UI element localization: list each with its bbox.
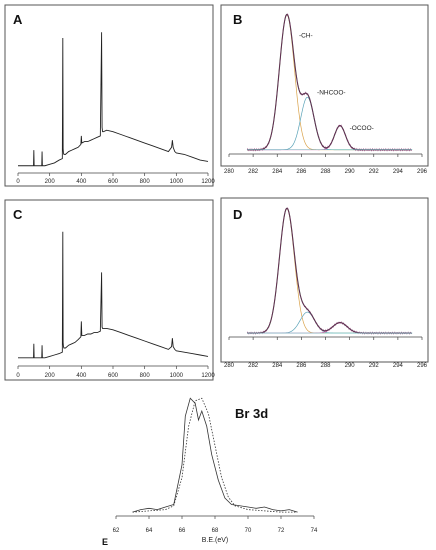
- x-tick-label: 70: [245, 528, 252, 534]
- x-tick-label: 292: [369, 363, 380, 369]
- x-tick-label: 200: [45, 179, 56, 185]
- x-tick-label: 72: [278, 528, 285, 534]
- x-tick-label: 294: [393, 169, 404, 175]
- x-tick-label: 0: [16, 179, 20, 185]
- raw-spectrum-line: [246, 207, 412, 335]
- x-tick-label: 400: [76, 373, 87, 379]
- panel-label: C: [13, 207, 23, 222]
- x-tick-label: 290: [345, 169, 356, 175]
- x-tick-label: 286: [296, 169, 307, 175]
- panel-label: D: [233, 207, 242, 222]
- x-tick-label: 1200: [201, 179, 215, 185]
- panel-e: E 62 64 66 68 70 72 74 Br 3d B.E.(eV): [102, 397, 318, 547]
- x-tick-label: 282: [248, 169, 259, 175]
- panel-label: E: [102, 537, 108, 547]
- x-tick-label: 296: [417, 363, 428, 369]
- x-tick-label: 296: [417, 169, 428, 175]
- x-tick-label: 68: [212, 528, 219, 534]
- panel-label: B: [233, 12, 242, 27]
- peak-annotation: -OCOO-: [350, 125, 374, 132]
- peak-annotation: -NHCOO-: [317, 89, 346, 96]
- x-tick-label: 1000: [170, 179, 184, 185]
- x-tick-label: 280: [224, 363, 235, 369]
- panel-d: D 280 282 284 286 288 290 292 294 296: [220, 197, 429, 369]
- panel-c: C 0 200 400 600 800 1000 1200: [4, 199, 215, 381]
- fitted-spectrum-line: [132, 397, 298, 513]
- x-tick-label: 800: [140, 179, 151, 185]
- x-tick-label: 290: [345, 363, 356, 369]
- survey-spectrum-line: [18, 231, 209, 359]
- panel-frame: [4, 4, 214, 187]
- panel-a: A 0 200 400 600 800 1000 1200: [4, 4, 215, 187]
- x-tick-label: 800: [140, 373, 151, 379]
- panel-frame: [4, 199, 214, 381]
- measured-spectrum-line: [132, 397, 298, 513]
- x-axis-label: B.E.(eV): [202, 537, 228, 544]
- x-tick-label: 284: [272, 169, 283, 175]
- fit-component-2: [247, 96, 412, 151]
- x-tick-label: 294: [393, 363, 404, 369]
- survey-spectrum-line: [18, 32, 209, 167]
- x-tick-label: 280: [224, 169, 235, 175]
- raw-spectrum-line: [246, 13, 412, 152]
- x-tick-label: 600: [108, 179, 119, 185]
- x-tick-label: 288: [320, 169, 331, 175]
- x-tick-label: 62: [113, 528, 120, 534]
- x-tick-label: 74: [311, 528, 318, 534]
- x-tick-label: 200: [45, 373, 56, 379]
- x-tick-label: 286: [296, 363, 307, 369]
- x-tick-label: 284: [272, 363, 283, 369]
- envelope-line: [247, 13, 412, 151]
- fit-component-3: [247, 322, 412, 334]
- peak-annotation: -CH-: [299, 33, 313, 40]
- x-tick-label: 282: [248, 363, 259, 369]
- x-tick-label: 1200: [201, 373, 215, 379]
- panel-label: A: [13, 12, 23, 27]
- x-tick-label: 64: [146, 528, 153, 534]
- x-tick-label: 66: [179, 528, 186, 534]
- x-tick-label: 0: [16, 373, 20, 379]
- x-tick-label: 1000: [170, 373, 184, 379]
- panel-frame: [220, 4, 429, 167]
- envelope-line: [247, 207, 412, 334]
- x-tick-label: 292: [369, 169, 380, 175]
- panel-b: B 280 282 284 286 288 290 292 294 296 -CH- -NHCOO- -…: [220, 4, 429, 175]
- x-tick-label: 400: [76, 179, 87, 185]
- chart-title: Br 3d: [235, 406, 268, 421]
- panel-frame: [220, 197, 429, 363]
- x-tick-label: 288: [320, 363, 331, 369]
- x-tick-label: 600: [108, 373, 119, 379]
